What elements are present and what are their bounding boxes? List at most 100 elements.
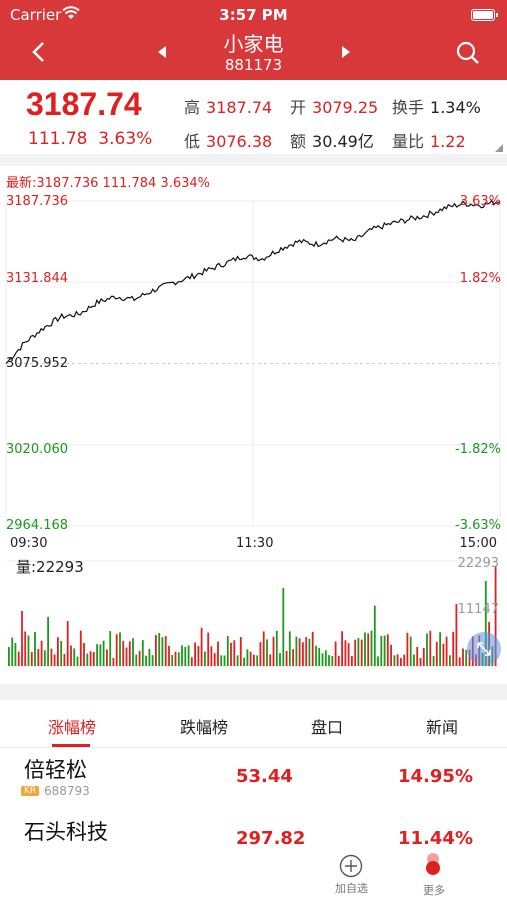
volume-bar [14, 643, 17, 666]
volume-bar [30, 652, 33, 666]
volume-bar [50, 648, 53, 666]
volume-bar [148, 648, 151, 666]
wifi-icon [62, 6, 80, 19]
volume-bar [386, 634, 389, 666]
volume-bar [344, 640, 347, 666]
volume-bar [145, 655, 147, 666]
stock-name: 石头科技 [24, 820, 108, 844]
volume-bar [194, 642, 196, 666]
search-icon[interactable] [455, 40, 481, 66]
volume-bar [272, 636, 275, 666]
volume-bar [177, 652, 180, 666]
y-pct-1: 1.82% [459, 271, 501, 286]
volume-bar [184, 646, 187, 666]
stat-volume-ratio: 量比 1.22 [392, 132, 466, 151]
volume-bar [96, 644, 98, 666]
volume-bar [63, 654, 66, 666]
intraday-chart[interactable]: 最新:3187.736 111.784 3.634% 3187.736 3131… [0, 166, 507, 686]
volume-bar [288, 631, 291, 666]
back-arrow-icon[interactable] [30, 40, 48, 64]
page-title: 小家电 [223, 32, 284, 56]
volume-bar [102, 640, 105, 666]
volume-bar [439, 632, 441, 666]
volume-bar [266, 639, 268, 666]
volume-bar [109, 631, 112, 666]
volume-bar [442, 643, 445, 666]
volume-bar [246, 649, 249, 666]
volume-bar [122, 640, 125, 666]
add-watchlist-label: 加自选 [335, 882, 368, 895]
volume-bar [413, 654, 415, 666]
volume-bar [24, 631, 27, 666]
chart-canvas [5, 199, 501, 667]
volume-bar [324, 650, 327, 666]
volume-bar [409, 636, 412, 666]
volume-bar [422, 648, 425, 666]
tab-losers[interactable]: 跌幅榜 [179, 718, 228, 737]
y-label-1: 3131.844 [6, 271, 69, 286]
volume-bar [400, 657, 402, 666]
price-line [5, 199, 501, 365]
y-label-4: 2964.168 [6, 518, 69, 533]
volume-bar [269, 654, 272, 666]
add-watchlist-icon[interactable] [339, 854, 363, 878]
x-label-start: 09:30 [10, 536, 48, 551]
volume-label: 量:22293 [16, 558, 84, 576]
stock-pct: 14.95% [398, 766, 473, 787]
volume-bar [383, 635, 386, 666]
volume-bar [40, 640, 43, 666]
fullscreen-button[interactable] [467, 632, 501, 666]
volume-bar [416, 646, 419, 666]
volume-bar [305, 637, 308, 666]
prev-stock-icon[interactable] [156, 44, 168, 60]
y-label-3: 3020.060 [6, 442, 69, 457]
volume-bar [253, 654, 255, 666]
volume-bar [66, 621, 69, 666]
volume-bar [426, 633, 428, 666]
change-value: 111.78 [28, 129, 88, 149]
tab-gainers[interactable]: 涨幅榜 [47, 718, 96, 737]
volume-bar [34, 631, 36, 666]
volume-bar [321, 653, 324, 666]
volume-bar [465, 649, 468, 666]
latest-readout: 最新:3187.736 111.784 3.634% [6, 176, 211, 191]
stat-low: 低 3076.38 [184, 132, 273, 151]
tab-orderbook[interactable]: 盘口 [310, 718, 343, 737]
tab-news[interactable]: 新闻 [425, 718, 458, 737]
volume-bar [328, 655, 330, 666]
volume-bar [213, 653, 216, 666]
volume-bar [217, 641, 219, 666]
volume-bar [452, 632, 455, 666]
floating-actions: 加自选 更多 [335, 850, 475, 900]
volume-bar [92, 652, 95, 666]
volume-bar [99, 644, 102, 666]
volume-bar [43, 650, 46, 666]
list-item[interactable]: 石头科技 297.82 11.44% [0, 812, 507, 874]
volume-bar [21, 611, 23, 666]
volume-bar [360, 639, 363, 666]
volume-bar [311, 631, 314, 666]
next-stock-icon[interactable] [340, 44, 352, 60]
volume-bar [132, 638, 134, 666]
expand-corner-icon[interactable] [495, 144, 503, 152]
volume-bar [141, 640, 144, 666]
status-time: 3:57 PM [219, 6, 288, 24]
page-code: 881173 [224, 56, 283, 74]
list-item[interactable]: 倍轻松 KR 688793 53.44 14.95% [0, 750, 507, 812]
volume-bar [445, 636, 448, 666]
y-label-2: 3075.952 [6, 356, 69, 371]
volume-bar [354, 639, 357, 666]
volume-bar [155, 635, 157, 666]
volume-bar [377, 656, 379, 666]
stat-open: 开 3079.25 [290, 98, 379, 117]
volume-bar [393, 655, 396, 666]
volume-bar [308, 638, 311, 666]
volume-bar [112, 657, 115, 666]
volume-bar [347, 643, 350, 666]
market-badge: KR [21, 786, 40, 796]
volume-bar [435, 641, 438, 666]
volume-bar [135, 654, 138, 666]
more-icon[interactable] [421, 852, 445, 880]
volume-max: 22293 [457, 556, 499, 571]
volume-bar [275, 630, 278, 666]
